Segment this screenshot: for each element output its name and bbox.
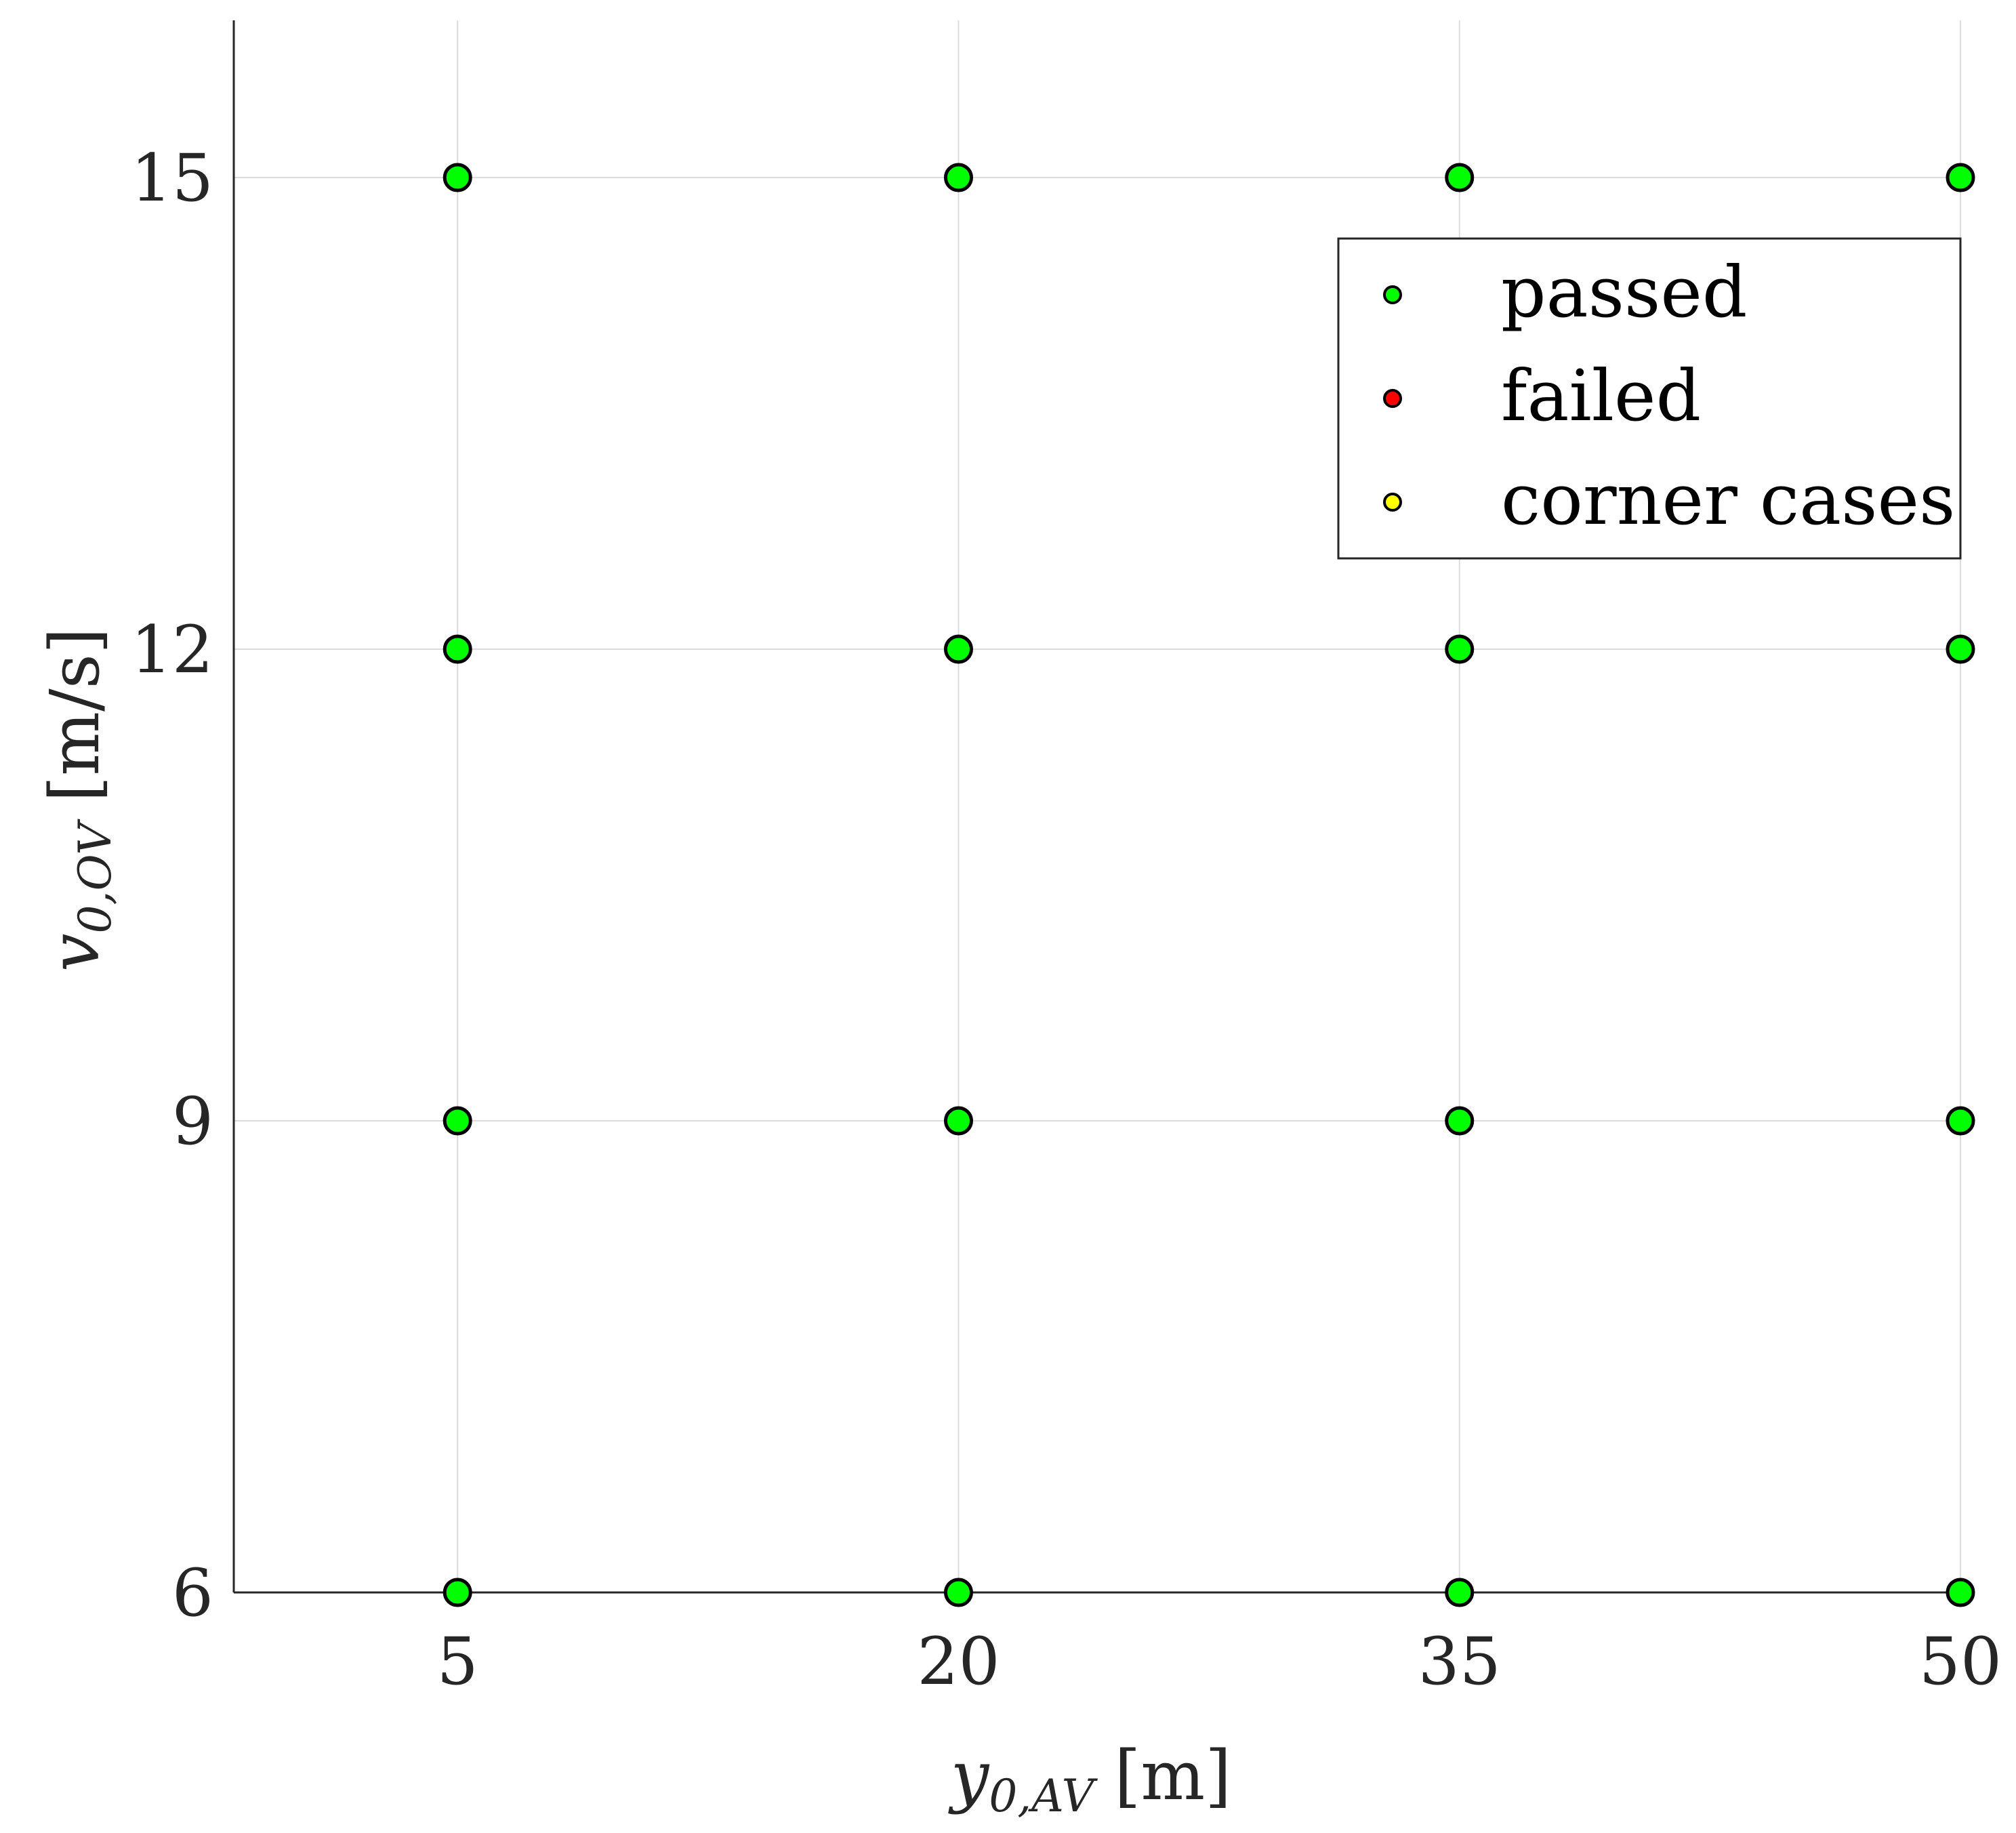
y-tick-label-9: 9	[172, 1084, 213, 1159]
point-passed-20-12	[943, 634, 973, 664]
point-passed-5-15	[443, 163, 472, 192]
point-passed-35-6	[1445, 1578, 1475, 1607]
legend-marker-passed	[1383, 285, 1402, 304]
legend-box	[1337, 237, 1962, 560]
legend: passed failed corner cases	[1337, 237, 1962, 560]
legend-marker-corner-cases	[1383, 493, 1402, 512]
point-passed-50-6	[1946, 1578, 1975, 1607]
legend-label-corner-cases: corner cases	[1501, 458, 1955, 541]
point-passed-50-12	[1946, 634, 1975, 664]
x-tick-label-50: 50	[1919, 1624, 2002, 1700]
legend-item-failed: failed	[1383, 354, 1701, 437]
y-tick-labels: 6 9 12 15	[131, 140, 213, 1631]
point-passed-20-15	[943, 163, 973, 192]
legend-label-passed: passed	[1501, 251, 1747, 333]
point-passed-20-6	[943, 1578, 973, 1607]
point-passed-20-9	[943, 1106, 973, 1136]
point-passed-50-9	[1946, 1106, 1975, 1136]
y-tick-label-12: 12	[131, 612, 213, 688]
legend-marker-failed	[1383, 389, 1402, 408]
x-tick-labels: 5 20 35 50	[437, 1624, 2002, 1700]
point-passed-50-15	[1946, 163, 1975, 192]
point-passed-35-15	[1445, 163, 1475, 192]
x-axis-label: y0,AV [m]	[948, 1736, 1231, 1822]
y-tick-label-15: 15	[131, 140, 213, 216]
legend-item-passed: passed	[1383, 251, 1747, 333]
x-tick-label-5: 5	[437, 1624, 478, 1700]
legend-item-corner-cases: corner cases	[1383, 458, 1955, 541]
point-passed-5-12	[443, 634, 472, 664]
y-axis-label: v0,OV[m/s]	[35, 627, 121, 972]
legend-label-failed: failed	[1501, 354, 1701, 437]
y-tick-label-6: 6	[172, 1555, 213, 1631]
point-passed-35-9	[1445, 1106, 1475, 1136]
x-tick-label-35: 35	[1418, 1624, 1501, 1700]
x-tick-label-20: 20	[917, 1624, 1000, 1700]
axes	[232, 20, 1960, 1594]
point-passed-5-9	[443, 1106, 472, 1136]
data-points	[443, 163, 1975, 1607]
point-passed-35-12	[1445, 634, 1475, 664]
point-passed-5-6	[443, 1578, 472, 1607]
